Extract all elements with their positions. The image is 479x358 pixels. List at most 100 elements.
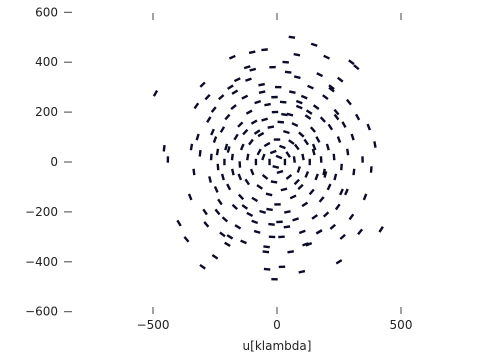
uv-point xyxy=(346,148,350,156)
uv-point xyxy=(162,144,166,152)
uv-point xyxy=(279,144,286,150)
uv-point xyxy=(242,128,249,136)
uv-point xyxy=(292,156,297,163)
uv-point xyxy=(193,102,200,110)
uv-point xyxy=(227,84,234,90)
uv-point xyxy=(309,126,316,133)
uv-point xyxy=(221,216,229,223)
uv-point xyxy=(307,84,314,90)
uv-point xyxy=(316,72,324,78)
uv-point xyxy=(336,76,344,83)
y-tick-label: −600 xyxy=(25,305,58,319)
uv-point xyxy=(244,178,251,186)
uv-point xyxy=(286,112,294,117)
uv-point xyxy=(336,136,342,143)
x-tick-label: −500 xyxy=(137,318,170,332)
y-tick-label: −400 xyxy=(25,255,58,269)
uv-point xyxy=(152,90,159,97)
uv-point xyxy=(199,81,206,88)
uv-point xyxy=(249,67,257,72)
uv-point xyxy=(279,100,287,104)
uv-point xyxy=(288,90,296,95)
uv-point xyxy=(288,35,296,39)
uv-point xyxy=(378,226,384,233)
uv-point xyxy=(246,211,254,217)
uv-point xyxy=(281,112,288,117)
uv-point xyxy=(226,183,232,191)
uv-point xyxy=(263,141,271,148)
uv-point xyxy=(293,52,301,57)
uv-point xyxy=(295,99,303,105)
y-tick-label: 200 xyxy=(35,105,58,119)
uv-point xyxy=(327,123,334,131)
uv-point xyxy=(263,267,271,271)
uv-point xyxy=(264,102,271,107)
uv-point xyxy=(329,223,337,230)
uv-point xyxy=(292,217,300,222)
uv-point xyxy=(189,143,194,151)
uv-point xyxy=(301,201,309,208)
uv-point xyxy=(285,151,291,158)
uv-point xyxy=(312,104,320,110)
uv-point xyxy=(259,209,267,214)
x-tick-label: 0 xyxy=(273,318,281,332)
uv-point xyxy=(243,65,251,70)
uv-point xyxy=(315,229,323,235)
uv-point xyxy=(250,119,258,125)
uv-point xyxy=(298,131,305,138)
uv-point xyxy=(220,173,225,181)
uv-point xyxy=(283,129,290,135)
uv-point xyxy=(302,242,309,247)
uv-point xyxy=(339,188,344,196)
uv-point xyxy=(240,239,247,245)
uv-point xyxy=(310,42,318,47)
uv-point xyxy=(322,168,326,176)
uv-point xyxy=(217,198,223,206)
uv-point xyxy=(219,126,226,133)
uv-point xyxy=(333,113,340,121)
uv-point xyxy=(248,50,256,55)
uv-point xyxy=(237,193,245,201)
uv-point xyxy=(211,254,219,260)
uv-point xyxy=(268,222,275,226)
uv-point xyxy=(261,48,268,52)
uv-point xyxy=(332,153,336,161)
uv-point xyxy=(354,113,361,121)
uv-point xyxy=(210,106,217,113)
uv-point xyxy=(282,60,289,64)
uv-point xyxy=(319,116,326,123)
uv-point xyxy=(241,94,249,100)
y-tick-label: 0 xyxy=(50,155,58,169)
uv-point xyxy=(251,219,259,225)
uv-point xyxy=(214,208,221,216)
uv-point xyxy=(217,94,225,101)
uv-point xyxy=(323,171,328,178)
uv-point xyxy=(233,133,239,141)
uv-point xyxy=(230,104,237,111)
uv-point xyxy=(195,133,200,141)
uv-point xyxy=(318,196,325,203)
uv-point xyxy=(265,192,273,197)
uv-point xyxy=(369,166,373,173)
uv-point xyxy=(334,203,341,211)
uv-point xyxy=(210,128,215,136)
y-axis-ticks: 600 400 200 0 −200 −400 −600 xyxy=(25,5,72,319)
uv-point xyxy=(277,120,285,124)
uv-point xyxy=(357,228,364,236)
uv-point xyxy=(353,64,360,71)
uv-point xyxy=(263,245,270,249)
uv-point xyxy=(269,149,277,155)
uv-point xyxy=(301,153,305,161)
uv-point xyxy=(304,171,310,178)
uv-point xyxy=(239,143,245,151)
uv-point xyxy=(285,174,293,180)
uv-point xyxy=(311,143,317,151)
uv-point xyxy=(333,108,340,116)
uv-point xyxy=(328,86,335,93)
uv-point xyxy=(280,187,288,192)
uv-point xyxy=(226,234,234,240)
uv-point xyxy=(267,125,275,129)
uv-point xyxy=(339,233,346,240)
uv-point xyxy=(249,168,255,176)
uv-point xyxy=(348,213,355,221)
